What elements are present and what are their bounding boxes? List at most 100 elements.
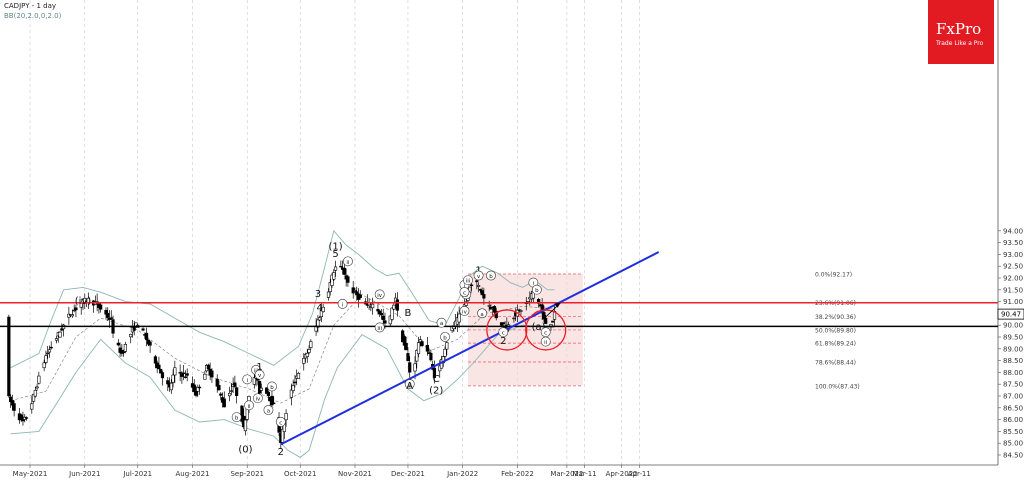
candle-up — [353, 290, 357, 292]
candle-up — [443, 348, 447, 357]
candle-up — [243, 419, 248, 432]
wave-label: c — [279, 420, 282, 426]
candle-down — [402, 336, 407, 346]
candle-up — [333, 266, 338, 271]
candle-up — [291, 385, 295, 391]
candle-down — [197, 386, 202, 389]
candle-up — [307, 349, 311, 353]
candle-down — [160, 372, 165, 379]
last-price-tag — [997, 308, 1024, 320]
wave-label: b — [235, 416, 239, 422]
candle-down — [10, 400, 14, 406]
candle-down — [542, 312, 546, 320]
candle-down — [109, 317, 113, 319]
candle-up — [44, 355, 48, 363]
candle-down — [378, 310, 382, 315]
candle-down — [478, 288, 482, 291]
wave-label-circle — [531, 284, 542, 295]
candle-up — [42, 362, 46, 369]
candle-down — [429, 352, 433, 361]
fibonacci-level-label: 100.0%(87.43) — [815, 383, 860, 390]
y-tick-label: 85.00 — [1003, 440, 1023, 448]
candle-up — [441, 356, 445, 364]
candle-down — [144, 332, 149, 341]
candle-down — [339, 265, 343, 268]
candle-down — [270, 395, 274, 406]
candle-down — [235, 387, 239, 396]
wave-label: c — [544, 331, 547, 337]
candle-up — [318, 317, 322, 321]
wave-label-circle — [374, 289, 385, 300]
plot-area — [0, 0, 998, 465]
wave-label: iv — [255, 397, 261, 403]
candle-down — [194, 390, 198, 396]
candle-down — [206, 364, 210, 370]
wave-label-circle — [540, 336, 551, 347]
candle-down — [544, 317, 548, 324]
candle-up — [203, 373, 207, 380]
candle-down — [408, 362, 412, 373]
candle-down — [153, 356, 158, 364]
candle-down — [60, 328, 64, 331]
candle-up — [332, 272, 336, 280]
bollinger-lower-band — [10, 324, 555, 458]
y-tick-label: 93.50 — [1003, 239, 1023, 247]
wave-label-circle — [473, 270, 484, 281]
wave-label-circle — [436, 317, 447, 328]
candle-up — [309, 341, 313, 348]
wave-label-circle — [275, 416, 286, 427]
candle-down — [475, 280, 479, 283]
wave-label: iii — [377, 326, 382, 332]
candle-down — [469, 284, 474, 287]
candle-down — [122, 351, 126, 354]
candle-down — [182, 372, 186, 374]
wave-label: ii — [346, 260, 350, 266]
candle-down — [19, 414, 23, 419]
candle-up — [33, 389, 37, 397]
wave-label: B — [405, 308, 412, 319]
y-tick-label: 92.00 — [1003, 275, 1023, 283]
y-tick-label: 85.50 — [1003, 428, 1023, 436]
fibonacci-level-label: 23.6%(91.06) — [815, 300, 856, 307]
candle-down — [217, 385, 221, 391]
wave-label: i — [464, 283, 466, 289]
x-tick-label: Dec-2021 — [391, 470, 425, 478]
fibonacci-level-label: 78.6%(88.44) — [815, 360, 856, 367]
candle-down — [104, 310, 108, 315]
candle-down — [425, 344, 429, 352]
wave-label-circle — [459, 305, 470, 316]
candle-up — [280, 428, 285, 443]
x-tick-label: Apr-11 — [628, 470, 651, 478]
y-tick-label: 89.00 — [1003, 345, 1023, 353]
candle-up — [519, 310, 523, 312]
candle-up — [129, 333, 133, 338]
candle-up — [464, 301, 468, 306]
wave-label: i — [533, 281, 535, 287]
candle-down — [219, 393, 223, 396]
candle-down — [482, 294, 486, 299]
candle-down — [381, 315, 385, 321]
y-tick-label: 93.00 — [1003, 251, 1023, 259]
wave-label-circle — [463, 275, 473, 286]
fibonacci-level-label: 61.8%(89.24) — [815, 341, 856, 348]
candle-down — [404, 342, 408, 351]
wave-label: b — [443, 335, 447, 341]
y-tick-label: 88.00 — [1003, 369, 1023, 377]
candle-down — [383, 320, 387, 324]
wave-label-circle — [477, 308, 488, 319]
candle-down — [501, 322, 505, 325]
wave-label-circle — [242, 374, 253, 385]
highlight-circle — [525, 309, 567, 351]
wave-label: (2) — [429, 386, 443, 397]
wave-label: (1) — [328, 242, 342, 253]
candle-down — [266, 391, 271, 397]
candle-up — [321, 306, 325, 312]
candle-down — [355, 291, 359, 296]
logo-tagline: Trade Like a Pro — [936, 40, 984, 47]
wave-label: 4 — [316, 303, 322, 314]
candle-down — [74, 307, 78, 311]
y-tick-label: 94.00 — [1003, 227, 1023, 235]
wave-label: (a) — [532, 322, 546, 333]
